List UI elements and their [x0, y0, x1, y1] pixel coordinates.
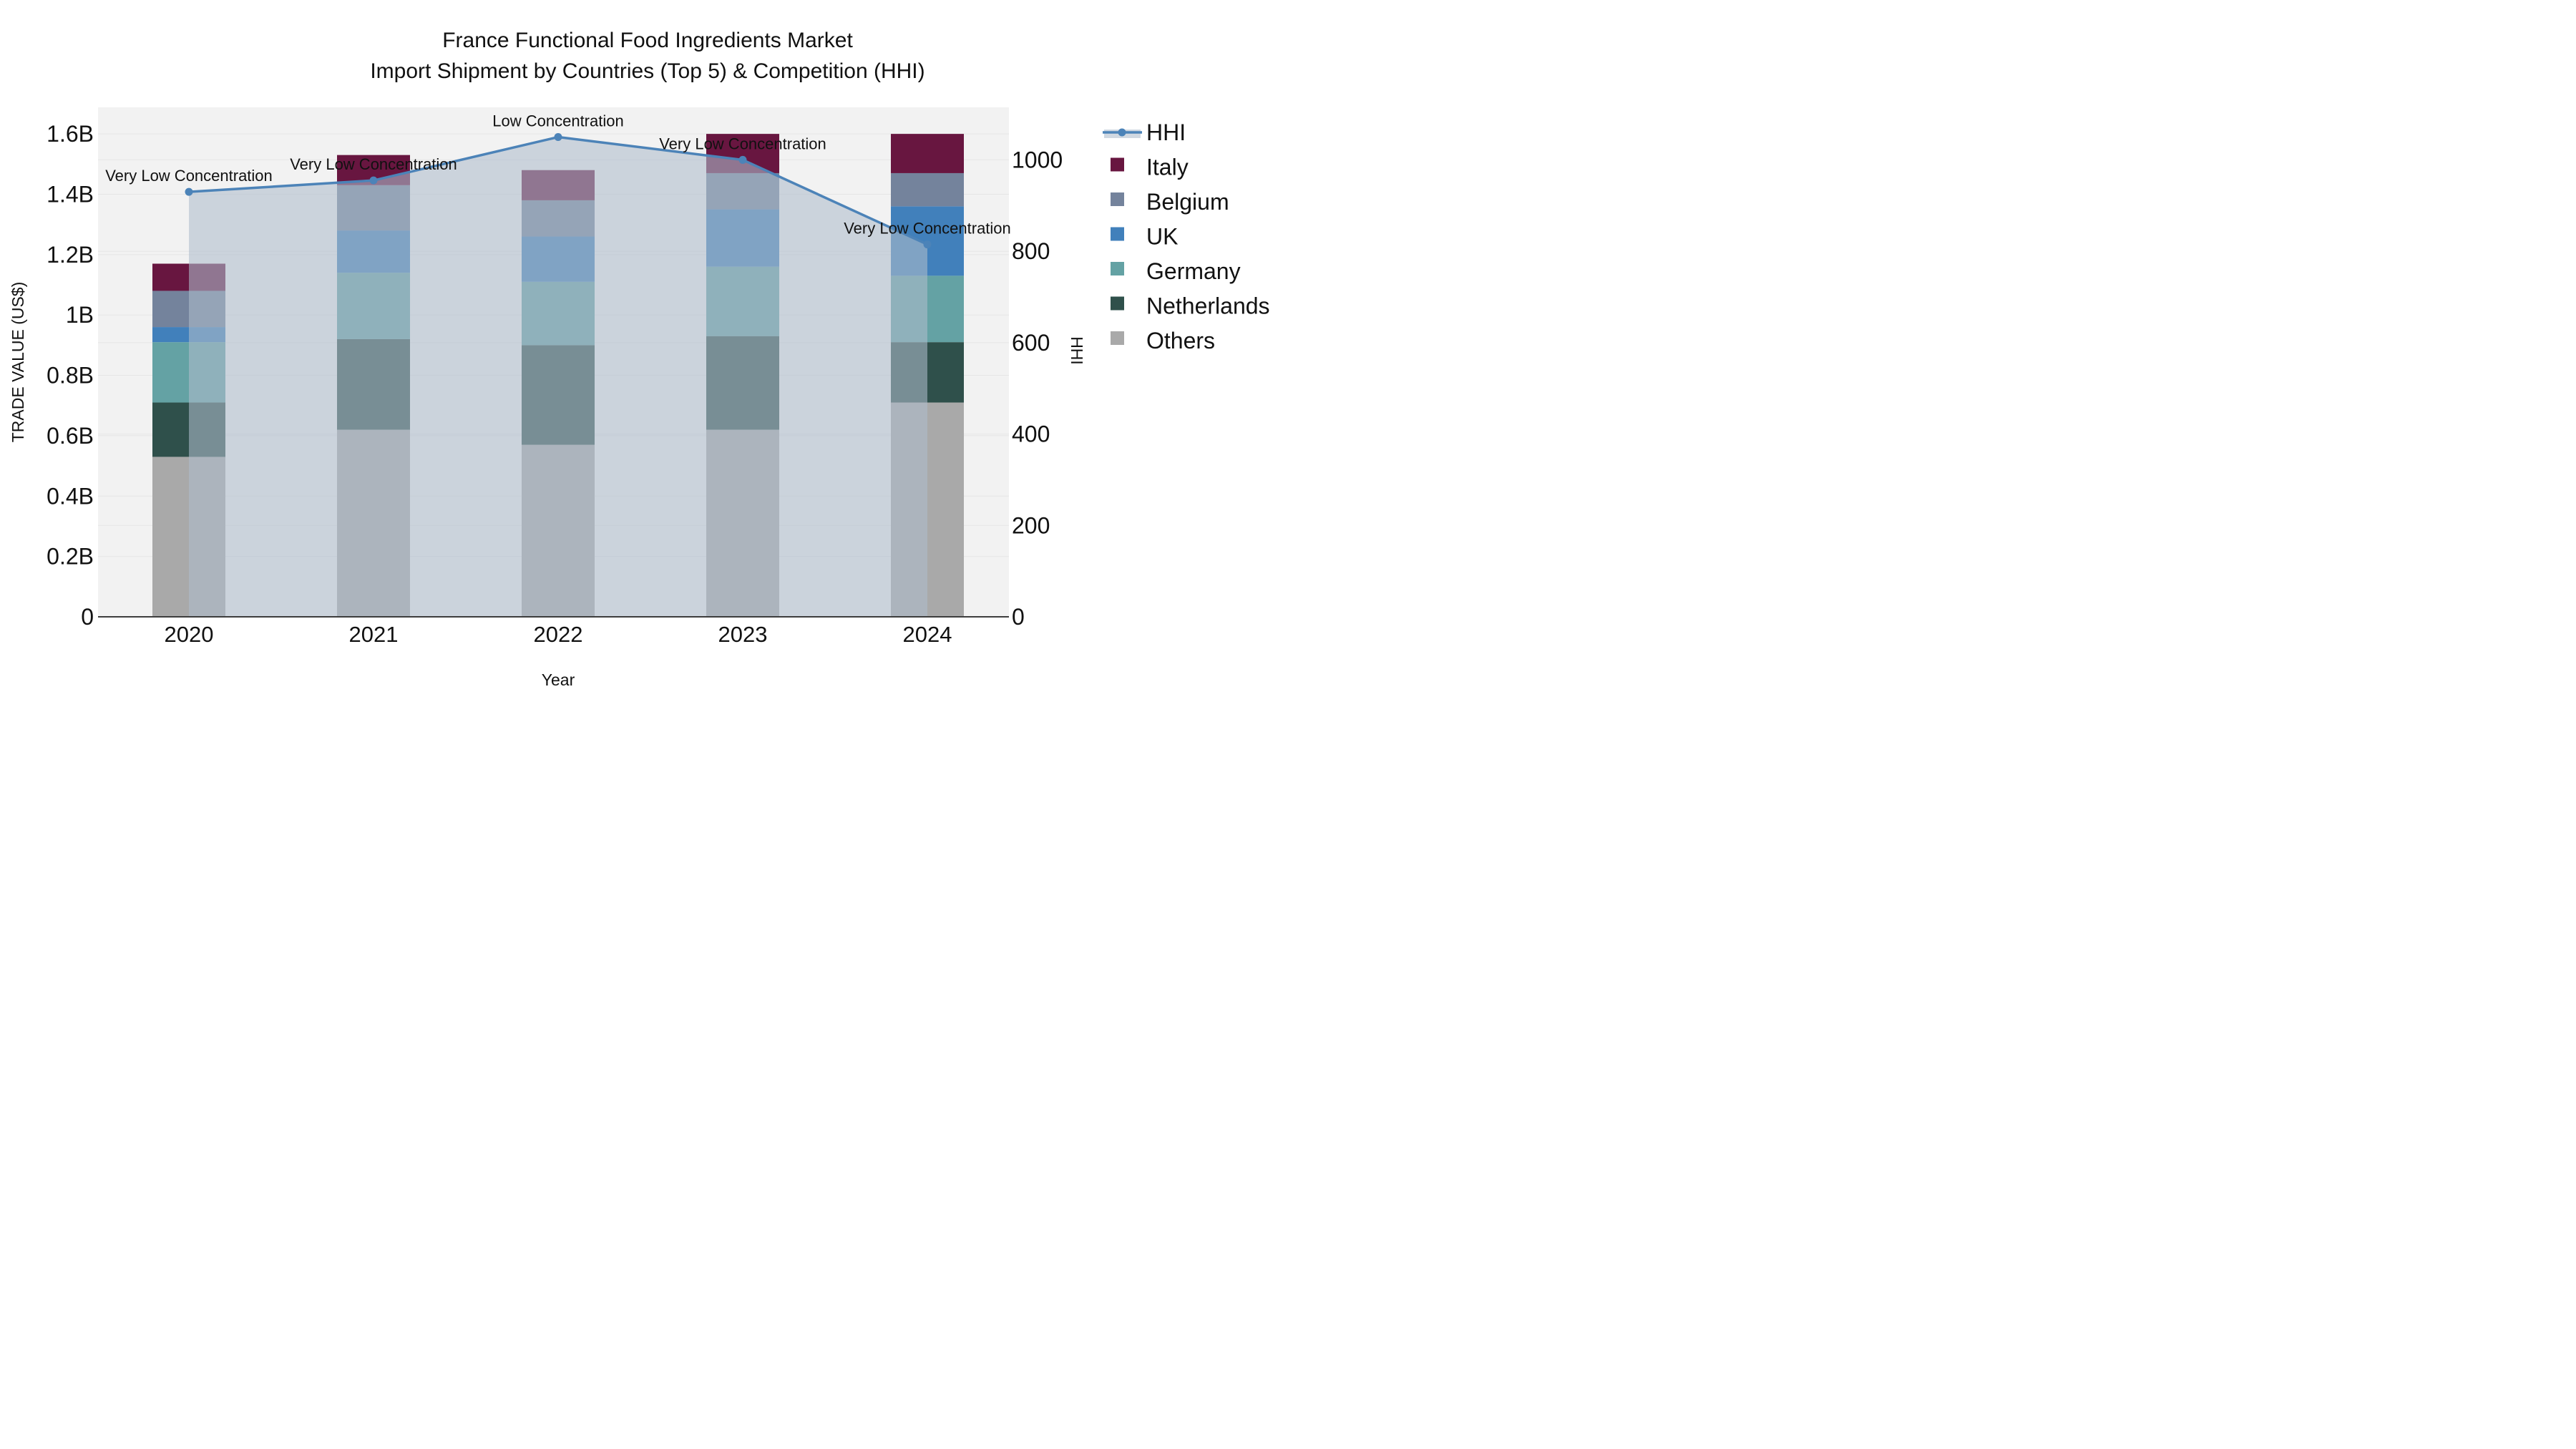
y-axis-tick-label: 1.4B: [47, 181, 94, 207]
legend-marker-sample: [1118, 128, 1126, 137]
y-axis-tick-label: 0.6B: [47, 423, 94, 449]
legend-label: Netherlands: [1146, 293, 1270, 319]
y-axis-tick-label: 1.2B: [47, 242, 94, 268]
legend-swatch: [1111, 262, 1124, 275]
hhi-marker-2020: [185, 187, 193, 196]
y-axis-tick-label: 0.4B: [47, 483, 94, 509]
legend-swatch: [1111, 192, 1124, 206]
y-axis-tick-label: 1.6B: [47, 121, 94, 147]
y2-axis-tick-label: 1000: [1012, 147, 1063, 172]
x-axis-title: Year: [542, 670, 575, 689]
annotation-2024: Very Low Concentration: [844, 220, 1011, 238]
legend-swatch: [1111, 227, 1124, 241]
x-axis-tick-label: 2021: [349, 622, 399, 647]
annotation-2021: Very Low Concentration: [290, 155, 457, 173]
chart-title-line1: France Functional Food Ingredients Marke…: [442, 29, 853, 52]
y-axis-title-right: HHI: [1068, 336, 1086, 365]
annotation-2023: Very Low Concentration: [659, 135, 826, 152]
combo-chart: 0 0.2B 0.4B 0.6B 0.8B 1B 1.2B 1.4B 1.6B 0 200 400 60…: [9, 29, 1270, 689]
legend-label: Italy: [1146, 155, 1189, 180]
chart-title-line2: Import Shipment by Countries (Top 5) & C…: [370, 59, 924, 83]
x-axis-tick-label: 2020: [165, 622, 214, 647]
legend-label: Germany: [1146, 258, 1241, 284]
hhi-marker-2023: [738, 155, 747, 164]
y2-axis-tick-label: 400: [1012, 421, 1050, 447]
legend-item-germany[interactable]: Germany: [1111, 258, 1241, 284]
legend-swatch: [1111, 296, 1124, 311]
legend-label: Belgium: [1146, 189, 1229, 215]
legend-item-italy[interactable]: Italy: [1111, 155, 1189, 180]
legend-swatch: [1111, 157, 1124, 172]
y-axis-tick-label: 0: [81, 604, 94, 630]
annotation-2022: Low Concentration: [492, 112, 623, 130]
legend-item-belgium[interactable]: Belgium: [1111, 189, 1229, 215]
x-axis-tick-label: 2022: [534, 622, 583, 647]
hhi-marker-2024: [923, 240, 932, 249]
y-axis-tick-label: 0.2B: [47, 544, 94, 570]
legend-label: HHI: [1146, 119, 1186, 145]
y2-axis-tick-label: 600: [1012, 330, 1050, 356]
bar-segment-belgium-2024: [891, 172, 964, 207]
legend-item-hhi[interactable]: HHI: [1103, 119, 1186, 145]
x-axis-tick-label: 2024: [903, 622, 952, 647]
legend-swatch: [1111, 331, 1124, 345]
legend-label: UK: [1146, 224, 1178, 250]
hhi-area: [189, 137, 927, 618]
hhi-marker-2022: [554, 133, 562, 142]
chart-page: 0 0.2B 0.4B 0.6B 0.8B 1B 1.2B 1.4B 1.6B 0 200 400 60…: [0, 0, 1288, 725]
legend-label: Others: [1146, 328, 1215, 353]
y2-axis-tick-label: 800: [1012, 238, 1050, 264]
y-axis-title-left: TRADE VALUE (US$): [9, 282, 27, 443]
legend-item-others[interactable]: Others: [1111, 328, 1215, 353]
annotation-2020: Very Low Concentration: [105, 167, 273, 185]
bar-segment-italy-2024: [891, 134, 964, 173]
y2-axis-tick-label: 200: [1012, 512, 1050, 538]
hhi-marker-2021: [369, 176, 378, 185]
y-axis-tick-label: 1B: [66, 302, 94, 328]
legend-item-netherlands[interactable]: Netherlands: [1111, 293, 1270, 319]
x-axis-tick-label: 2023: [718, 622, 768, 647]
y-axis-tick-label: 0.8B: [47, 363, 94, 389]
y2-axis-tick-label: 0: [1012, 604, 1025, 630]
legend-item-uk[interactable]: UK: [1111, 224, 1178, 250]
